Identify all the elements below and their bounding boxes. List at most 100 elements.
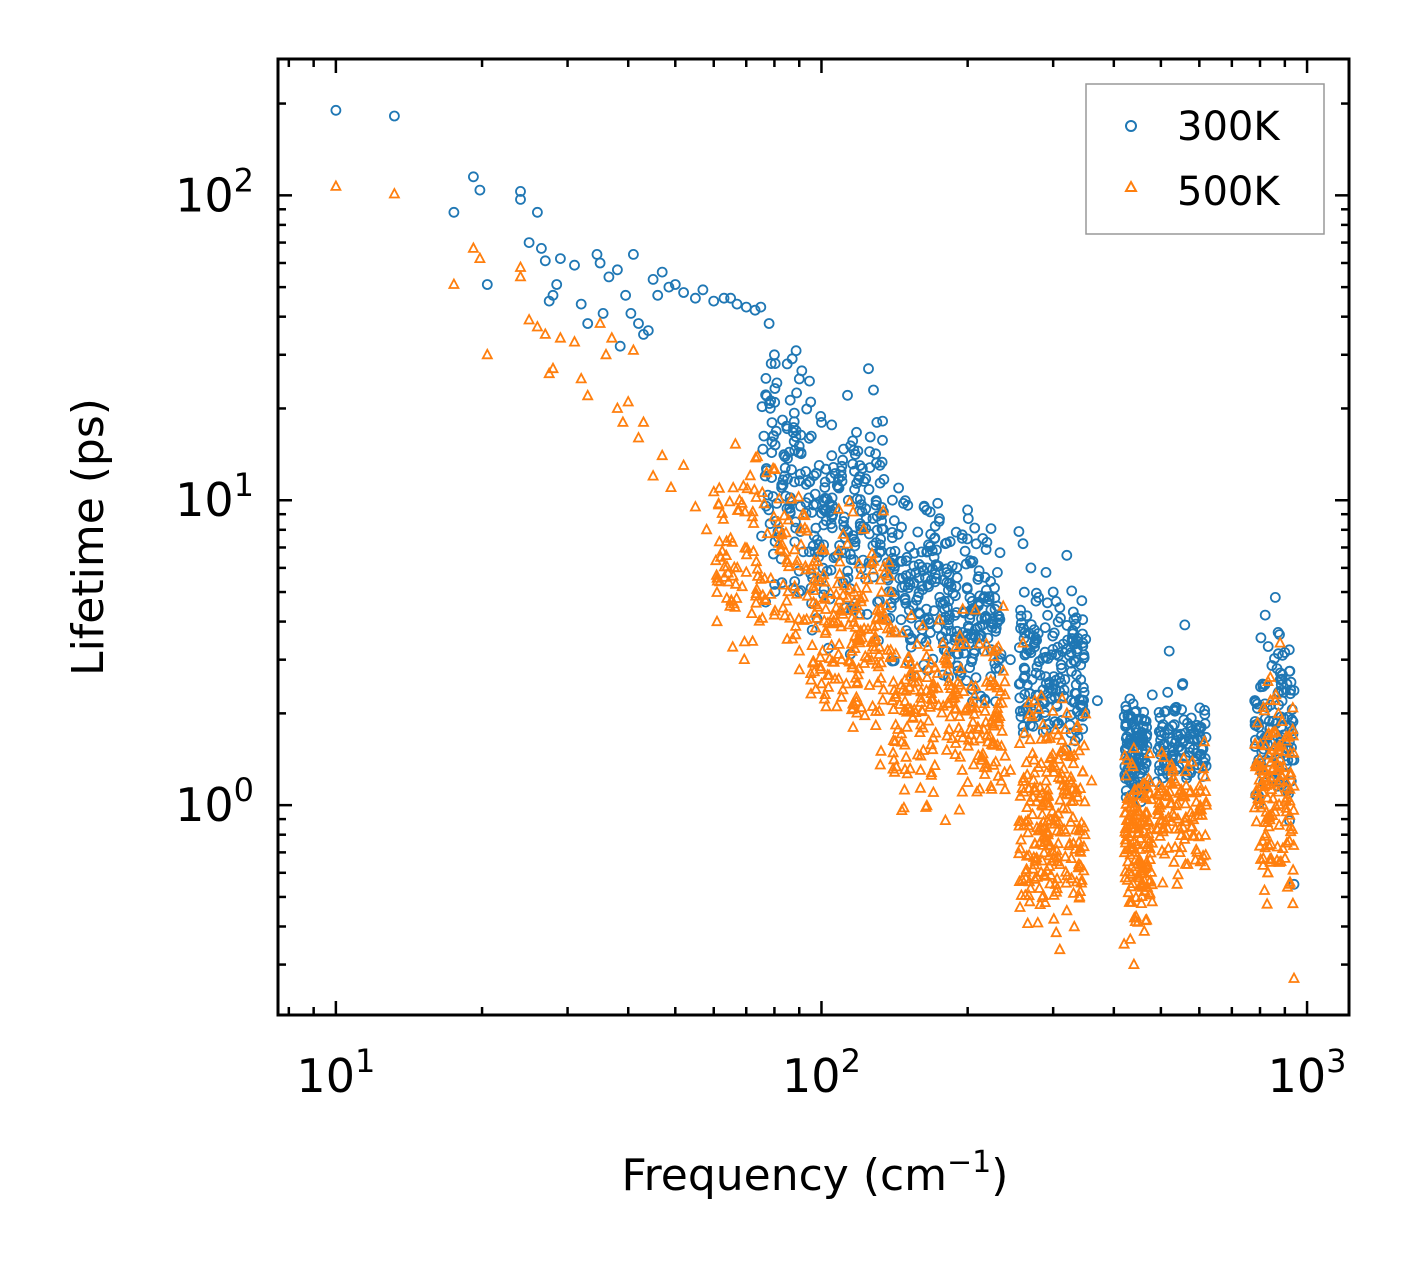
point-500k	[1167, 772, 1180, 784]
point-500k	[980, 645, 992, 657]
point-500k	[819, 687, 832, 699]
point-300k	[972, 574, 984, 585]
point-500k	[751, 449, 764, 462]
point-500k	[1127, 957, 1140, 969]
point-500k	[714, 550, 727, 562]
point-300k	[1070, 688, 1082, 699]
point-500k	[995, 774, 1008, 786]
point-500k	[1269, 725, 1282, 737]
point-500k	[997, 664, 1010, 676]
point-300k	[708, 295, 720, 307]
point-300k	[920, 572, 931, 584]
point-300k	[1015, 610, 1027, 622]
point-300k	[1275, 679, 1287, 691]
point-500k	[1067, 756, 1080, 769]
point-500k	[547, 361, 559, 374]
y-tick-label: 100	[175, 771, 254, 832]
point-500k	[919, 800, 932, 812]
point-500k	[632, 431, 645, 443]
point-300k	[868, 384, 879, 396]
point-500k	[1279, 851, 1291, 863]
point-300k	[806, 624, 818, 636]
point-300k	[725, 292, 736, 304]
point-300k	[769, 439, 781, 451]
point-500k	[1280, 774, 1293, 787]
point-500k	[943, 722, 956, 734]
point-500k	[1120, 819, 1133, 832]
point-300k	[926, 574, 937, 586]
point-500k	[808, 606, 821, 618]
point-500k	[777, 601, 790, 613]
point-500k	[780, 553, 793, 565]
point-500k	[806, 638, 819, 650]
point-500k	[825, 638, 838, 650]
point-500k	[1118, 806, 1131, 818]
point-300k	[951, 648, 963, 660]
point-300k	[950, 581, 962, 593]
point-500k	[1061, 868, 1074, 881]
point-300k	[766, 417, 778, 429]
point-300k	[569, 259, 580, 271]
point-500k	[1287, 803, 1300, 815]
point-500k	[758, 496, 771, 509]
point-500k	[896, 626, 909, 638]
point-500k	[1035, 689, 1048, 701]
point-500k	[836, 682, 849, 695]
point-500k	[1262, 748, 1275, 760]
point-500k	[1283, 877, 1296, 889]
point-500k	[1130, 909, 1143, 922]
point-300k	[656, 266, 668, 278]
legend-label-300k: 300K	[1177, 104, 1281, 150]
point-300k	[1092, 695, 1103, 707]
point-500k	[843, 655, 856, 667]
point-300k	[959, 545, 971, 557]
point-500k	[531, 320, 544, 332]
point-300k	[467, 171, 479, 183]
point-500k	[831, 576, 844, 589]
point-300k	[1274, 667, 1286, 679]
point-500k	[1286, 701, 1299, 713]
point-500k	[1272, 740, 1285, 752]
point-500k	[801, 524, 814, 536]
point-300k	[1070, 612, 1082, 624]
y-tick-label: 101	[175, 466, 254, 527]
point-500k	[777, 578, 790, 590]
point-500k	[795, 538, 807, 550]
point-300k	[784, 394, 796, 406]
point-500k	[1178, 790, 1191, 802]
point-300k	[956, 532, 968, 544]
point-500k	[943, 696, 956, 709]
point-500k	[1180, 778, 1193, 791]
point-500k	[1028, 872, 1041, 884]
point-500k	[1135, 896, 1148, 908]
point-500k	[832, 502, 845, 514]
point-500k	[605, 331, 618, 343]
point-500k	[916, 618, 929, 631]
point-300k	[876, 501, 888, 513]
point-500k	[1134, 842, 1147, 854]
point-300k	[808, 530, 820, 542]
point-300k	[942, 619, 954, 631]
point-300k	[779, 451, 791, 462]
point-500k	[904, 702, 917, 714]
point-500k	[782, 559, 795, 572]
point-500k	[816, 644, 829, 656]
point-500k	[1156, 822, 1169, 834]
point-500k	[786, 632, 799, 644]
point-300k	[1042, 609, 1053, 621]
point-300k	[927, 563, 938, 575]
point-300k	[1127, 718, 1138, 730]
point-500k	[1280, 734, 1293, 746]
point-300k	[776, 577, 788, 589]
point-500k	[835, 652, 848, 665]
point-500k	[865, 556, 878, 568]
point-500k	[886, 693, 899, 706]
point-300k	[790, 516, 801, 528]
point-500k	[847, 720, 860, 732]
point-500k	[811, 554, 824, 567]
point-500k	[1035, 732, 1048, 744]
point-500k	[870, 612, 883, 624]
point-500k	[815, 542, 828, 554]
point-500k	[739, 505, 751, 517]
x-tick-label: 103	[1268, 1042, 1347, 1103]
